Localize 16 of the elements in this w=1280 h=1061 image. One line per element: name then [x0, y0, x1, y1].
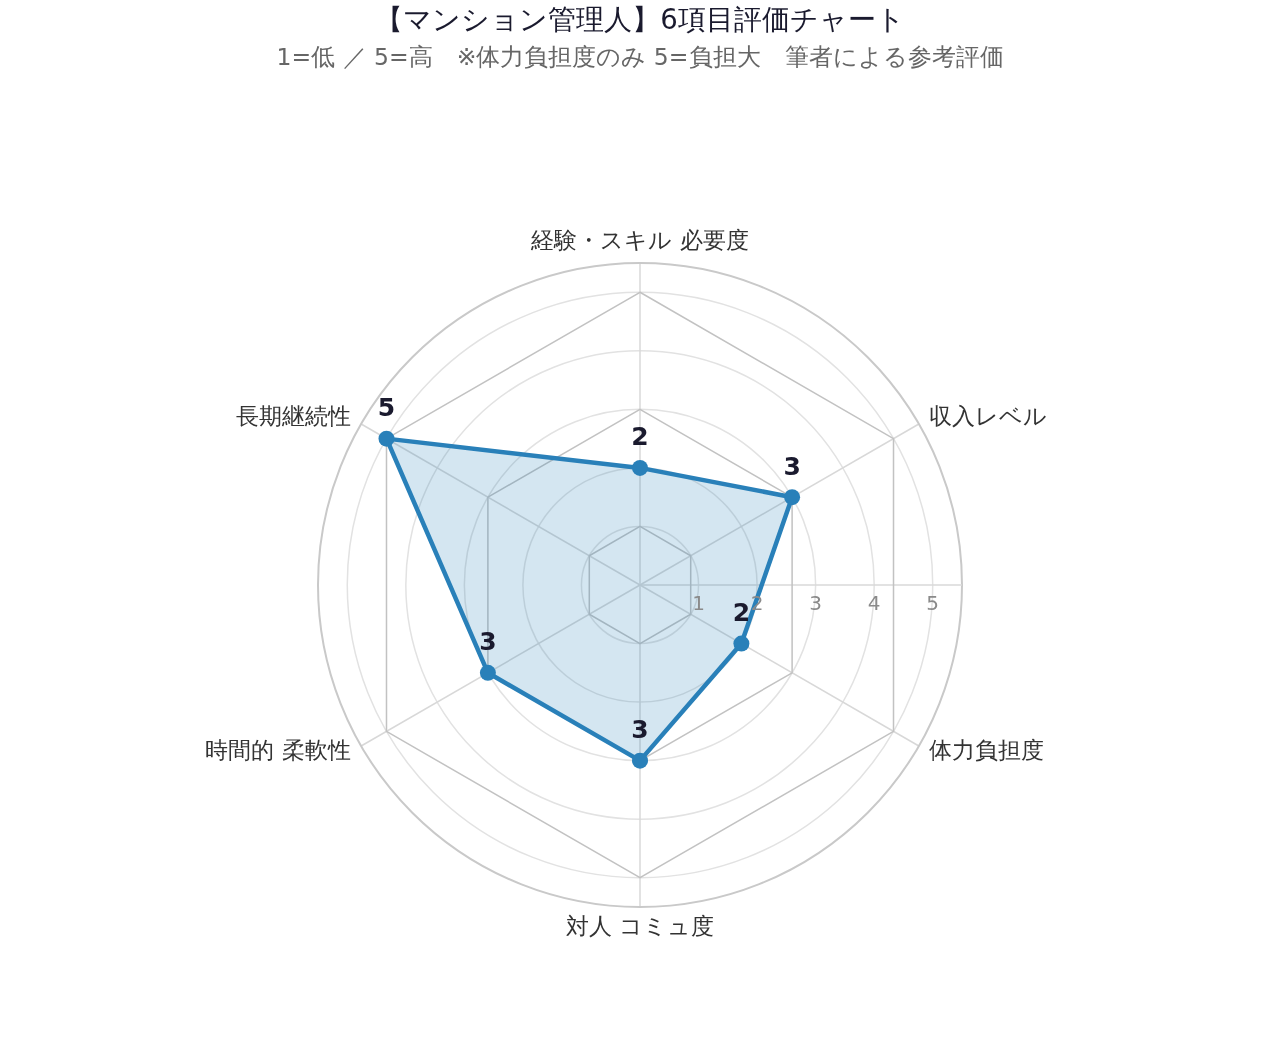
spoke-label: 対人 コミュ度	[565, 912, 715, 939]
data-label: 3	[783, 451, 801, 481]
spoke-label: 収入レベル	[929, 402, 1048, 429]
y-tick-label: 1	[692, 591, 705, 616]
spoke-label: 時間的 柔軟性	[205, 736, 351, 763]
data-label: 2	[631, 422, 649, 452]
data-label: 3	[631, 715, 649, 745]
y-tick-label: 4	[867, 591, 881, 616]
data-label: 3	[479, 627, 497, 657]
spoke-label: 体力負担度	[929, 736, 1045, 763]
data-label: 2	[732, 598, 751, 628]
chart-subtitle: 1=低 ／ 5=高 ※体力負担度のみ 5=負担大 筆者による参考評価	[276, 43, 1004, 72]
spoke-label: 経験・スキル 必要度	[530, 226, 749, 253]
spoke-label: 長期継続性	[235, 402, 351, 429]
chart-title: 【マンション管理人】6項目評価チャート	[375, 3, 905, 36]
data-label: 5	[377, 393, 396, 423]
